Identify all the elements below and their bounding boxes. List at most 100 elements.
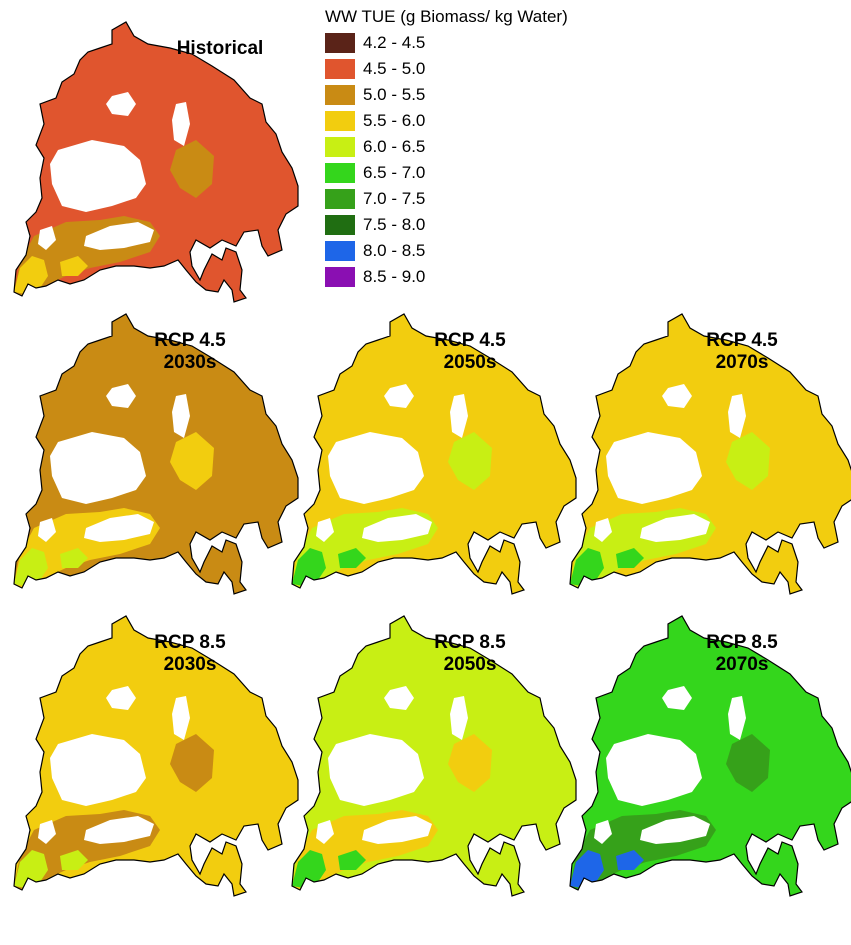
map-title-line: 2050s: [443, 352, 497, 373]
no-data-area: [84, 816, 154, 844]
legend-swatch: [325, 215, 355, 235]
accent-class-area: [60, 850, 88, 870]
map-panel-historical: [13, 21, 299, 303]
secondary-class-area: [170, 734, 214, 792]
map-title-line: RCP 4.5: [706, 330, 778, 351]
secondary-class-area: [726, 432, 770, 490]
no-data-area: [50, 734, 146, 806]
map-title-rcp85-2050s: RCP 8.5 2050s: [420, 632, 520, 676]
no-data-area: [50, 140, 146, 212]
legend-swatch: [325, 137, 355, 157]
no-data-area: [316, 820, 334, 844]
map-fill: [14, 314, 298, 594]
legend-label: 4.2 - 4.5: [363, 33, 426, 52]
no-data-area: [84, 514, 154, 542]
legend-label: 7.5 - 8.0: [363, 215, 426, 234]
no-data-area: [384, 384, 414, 408]
secondary-class-area: [726, 734, 770, 792]
map-fill: [570, 314, 851, 594]
legend-row: 6.0 - 6.5: [325, 134, 625, 160]
map-fill: [292, 314, 576, 594]
legend: WW TUE (g Biomass/ kg Water) 4.2 - 4.5 4…: [325, 6, 625, 290]
map-title-line: 2050s: [443, 654, 497, 675]
accent-class-area: [14, 256, 48, 294]
no-data-area: [328, 432, 424, 504]
no-data-area: [606, 432, 702, 504]
legend-row: 5.0 - 5.5: [325, 82, 625, 108]
no-data-area: [450, 696, 468, 740]
map-title-line: 2030s: [163, 352, 217, 373]
no-data-area: [172, 102, 190, 146]
accent-class-area: [570, 548, 604, 586]
legend-label: 8.0 - 8.5: [363, 241, 426, 260]
no-data-area: [316, 518, 334, 542]
legend-swatch: [325, 59, 355, 79]
map-fill: [292, 616, 576, 896]
legend-swatch: [325, 267, 355, 287]
no-data-area: [728, 394, 746, 438]
accent-class-area: [14, 548, 48, 586]
no-data-area: [106, 384, 136, 408]
no-data-area: [328, 734, 424, 806]
legend-row: 6.5 - 7.0: [325, 160, 625, 186]
basin-boundary: [569, 313, 851, 595]
legend-label: 6.5 - 7.0: [363, 163, 426, 182]
legend-swatch: [325, 33, 355, 53]
legend-swatch: [325, 189, 355, 209]
map-title-historical: Historical: [150, 38, 290, 60]
legend-label: 5.5 - 6.0: [363, 111, 426, 130]
no-data-area: [594, 820, 612, 844]
no-data-area: [662, 686, 692, 710]
no-data-area: [450, 394, 468, 438]
legend-row: 7.0 - 7.5: [325, 186, 625, 212]
accent-class-area: [60, 256, 88, 276]
no-data-area: [106, 92, 136, 116]
map-panel-rcp85-2050s: [291, 615, 577, 897]
no-data-area: [362, 816, 432, 844]
no-data-area: [106, 686, 136, 710]
map-title-rcp85-2030s: RCP 8.5 2030s: [140, 632, 240, 676]
legend-row: 8.0 - 8.5: [325, 238, 625, 264]
no-data-area: [362, 514, 432, 542]
no-data-area: [594, 518, 612, 542]
map-title-line: RCP 8.5: [154, 632, 226, 653]
legend-row: 7.5 - 8.0: [325, 212, 625, 238]
no-data-area: [728, 696, 746, 740]
basin-boundary: [291, 313, 577, 595]
legend-swatch: [325, 163, 355, 183]
accent-class-area: [616, 548, 644, 568]
accent-class-area: [338, 548, 366, 568]
legend-rows: 4.2 - 4.5 4.5 - 5.0 5.0 - 5.5 5.5 - 6.0 …: [325, 30, 625, 290]
map-title-line: 2070s: [715, 352, 769, 373]
accent-class-area: [570, 850, 604, 888]
map-title-line: RCP 8.5: [434, 632, 506, 653]
legend-swatch: [325, 111, 355, 131]
no-data-area: [606, 734, 702, 806]
basin-boundary: [13, 313, 299, 595]
legend-label: 5.0 - 5.5: [363, 85, 426, 104]
no-data-area: [84, 222, 154, 250]
map-title-line: RCP 4.5: [154, 330, 226, 351]
legend-row: 4.2 - 4.5: [325, 30, 625, 56]
map-title-rcp45-2070s: RCP 4.5 2070s: [692, 330, 792, 374]
legend-label: 4.5 - 5.0: [363, 59, 426, 78]
accent-class-area: [14, 850, 48, 888]
accent-class-area: [60, 548, 88, 568]
map-title-rcp45-2050s: RCP 4.5 2050s: [420, 330, 520, 374]
basin-boundary: [13, 21, 299, 303]
legend-title: WW TUE (g Biomass/ kg Water): [325, 7, 568, 26]
no-data-area: [640, 816, 710, 844]
map-panel-rcp85-2030s: [13, 615, 299, 897]
basin-boundary: [569, 615, 851, 897]
no-data-area: [384, 686, 414, 710]
legend-row: 8.5 - 9.0: [325, 264, 625, 290]
map-title-line: 2030s: [163, 654, 217, 675]
map-title-line: RCP 4.5: [434, 330, 506, 351]
basin-boundary: [13, 615, 299, 897]
legend-swatch: [325, 241, 355, 261]
no-data-area: [50, 432, 146, 504]
no-data-area: [38, 226, 56, 250]
legend-label: 7.0 - 7.5: [363, 189, 426, 208]
